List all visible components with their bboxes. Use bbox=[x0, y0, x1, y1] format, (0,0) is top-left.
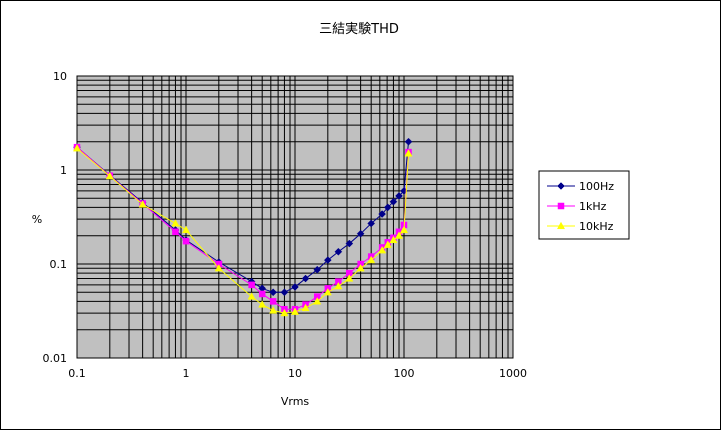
series-layer bbox=[72, 137, 413, 317]
data-point bbox=[394, 231, 404, 239]
y-tick-label: 0.01 bbox=[43, 352, 68, 365]
data-point bbox=[404, 137, 413, 146]
y-tick-label: 10 bbox=[53, 70, 67, 83]
data-point bbox=[280, 288, 289, 297]
legend-box bbox=[538, 170, 630, 240]
data-point bbox=[138, 200, 147, 208]
x-tick-label: 1 bbox=[183, 367, 190, 380]
chart-title: 三結実験THD bbox=[319, 21, 399, 37]
legend-label: 1kHz bbox=[579, 200, 607, 213]
y-tick-label: 0.1 bbox=[50, 258, 68, 271]
data-point bbox=[182, 237, 190, 245]
x-tick-label: 1000 bbox=[499, 367, 527, 380]
data-point bbox=[334, 281, 343, 290]
data-point bbox=[290, 307, 300, 315]
data-point bbox=[356, 229, 365, 238]
y-tick-label: 1 bbox=[60, 164, 67, 177]
data-point bbox=[301, 274, 310, 283]
data-point bbox=[248, 281, 255, 289]
data-point bbox=[313, 265, 322, 274]
legend-marker bbox=[556, 221, 566, 230]
data-point bbox=[378, 210, 386, 218]
data-point bbox=[395, 192, 403, 200]
grid bbox=[76, 76, 513, 359]
data-point bbox=[334, 247, 343, 256]
data-point bbox=[399, 225, 409, 234]
legend-label: 10kHz bbox=[579, 220, 614, 233]
data-point bbox=[389, 235, 398, 244]
legend-label: 100Hz bbox=[579, 180, 614, 193]
data-point bbox=[269, 298, 277, 305]
data-point bbox=[301, 303, 310, 312]
data-point bbox=[389, 197, 398, 206]
data-point bbox=[323, 256, 332, 264]
data-point bbox=[247, 292, 256, 300]
data-point bbox=[181, 225, 191, 234]
data-point bbox=[404, 149, 413, 157]
data-point bbox=[280, 308, 289, 317]
data-point bbox=[367, 219, 376, 228]
data-point bbox=[171, 219, 180, 227]
legend: 100Hz 1kHz 10kHz bbox=[538, 170, 630, 240]
data-point bbox=[269, 306, 278, 314]
data-point bbox=[345, 239, 354, 248]
data-point bbox=[258, 300, 267, 308]
x-axis-label: Vrms bbox=[281, 395, 310, 408]
x-tick-label: 10 bbox=[288, 367, 302, 380]
data-point bbox=[345, 274, 354, 282]
data-point bbox=[378, 245, 387, 254]
data-point bbox=[105, 171, 114, 180]
x-tick-label: 0.1 bbox=[68, 367, 86, 380]
y-axis-label: % bbox=[32, 213, 42, 226]
legend-marker bbox=[557, 202, 565, 210]
data-point bbox=[313, 297, 322, 305]
data-point bbox=[367, 255, 376, 264]
data-point bbox=[291, 283, 299, 291]
data-point bbox=[323, 287, 332, 296]
data-point bbox=[72, 144, 82, 152]
data-point bbox=[214, 263, 223, 272]
data-point bbox=[356, 263, 365, 272]
data-point bbox=[383, 203, 392, 212]
series-10khz bbox=[72, 144, 413, 317]
data-point bbox=[383, 240, 392, 248]
data-point bbox=[258, 290, 266, 298]
data-point bbox=[172, 228, 179, 236]
data-point bbox=[269, 288, 277, 297]
x-tick-label: 100 bbox=[394, 367, 415, 380]
legend-marker bbox=[557, 182, 565, 190]
